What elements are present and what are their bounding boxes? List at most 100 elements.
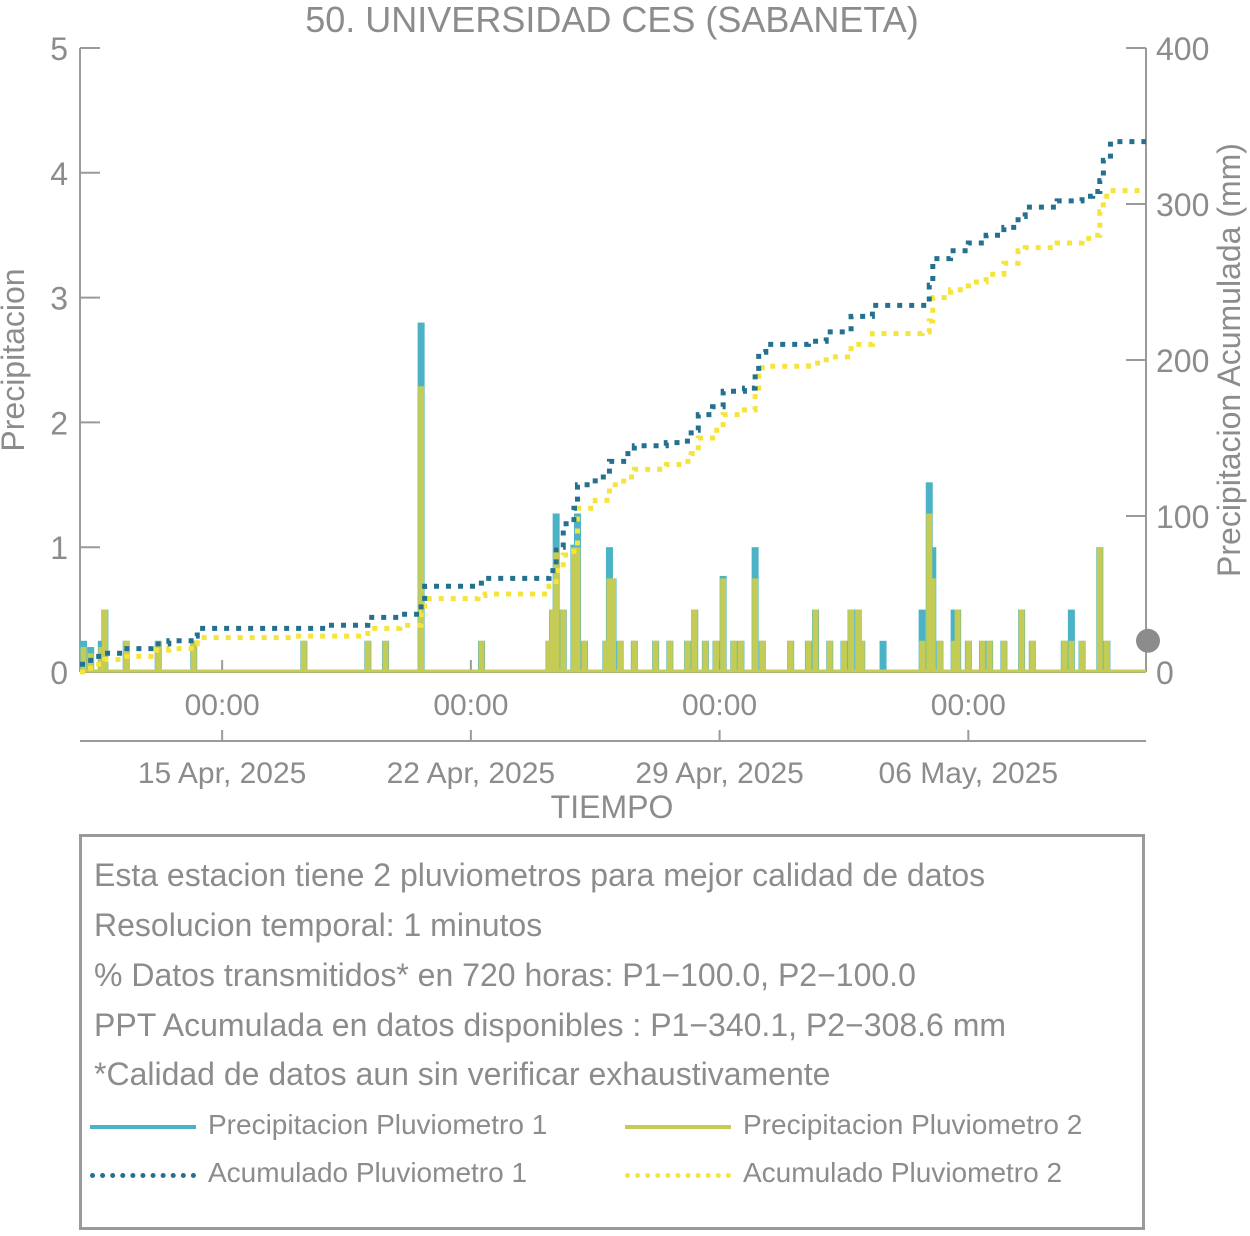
precip-bar	[848, 609, 855, 672]
precip-bar	[570, 547, 577, 672]
precip-bar	[80, 647, 87, 672]
precip-bar	[965, 640, 972, 672]
legend-label: Acumulado Pluviometro 2	[743, 1157, 1063, 1188]
cumulative-lines	[80, 139, 1160, 675]
precip-bar	[418, 386, 425, 672]
legend-label: Precipitacion Pluviometro 1	[208, 1109, 548, 1140]
legend-swatch	[625, 1125, 731, 1129]
x-tick-time-label: 00:00	[185, 689, 260, 722]
precip-bar	[720, 578, 727, 672]
x-axis-label: TIEMPO	[551, 789, 674, 825]
precip-bar	[382, 640, 389, 672]
precip-bar	[546, 640, 553, 672]
y-left-tick-label: 0	[50, 655, 68, 691]
precip-bar	[684, 640, 691, 672]
x-tick-date-label: 22 Apr, 2025	[387, 757, 556, 790]
precip-bar	[560, 609, 567, 672]
legend-swatch	[625, 1173, 731, 1178]
precip-bar	[879, 640, 887, 672]
precip-bar	[1079, 640, 1086, 672]
precip-bar	[602, 640, 609, 672]
x-tick-time-label: 00:00	[931, 689, 1006, 722]
precip-bar	[610, 578, 616, 672]
precip-bar	[926, 513, 933, 672]
y-left-tick-label: 1	[50, 530, 68, 566]
precip-bar	[155, 640, 162, 672]
y-right-tick-label: 300	[1156, 187, 1209, 223]
precip-bar	[919, 640, 926, 672]
precip-bar	[101, 609, 108, 672]
precip-bar	[713, 640, 720, 672]
y-right-tick-label: 200	[1156, 343, 1209, 379]
precip-bar	[826, 640, 833, 672]
precip-bar	[1018, 609, 1025, 672]
y-axis-left-label: Precipitacion	[0, 268, 31, 451]
precip-bar	[840, 640, 847, 672]
precip-bar	[936, 640, 943, 672]
precip-bar	[652, 640, 659, 672]
cumulative-line-pluviometro-2	[80, 188, 1146, 675]
precip-bar	[478, 640, 485, 672]
end-marker-dot	[1136, 628, 1160, 653]
precip-bar	[666, 640, 673, 672]
precip-bar	[759, 640, 766, 672]
precip-bar	[929, 578, 936, 672]
chart-title: 50. UNIVERSIDAD CES (SABANETA)	[305, 0, 918, 40]
precip-bar	[737, 640, 744, 672]
precip-bar	[631, 640, 638, 672]
precip-bar	[787, 640, 794, 672]
y-left-tick-label: 4	[50, 156, 68, 192]
y-left-tick-label: 2	[50, 405, 68, 441]
precip-bar	[691, 609, 698, 672]
precip-bar	[1103, 640, 1110, 672]
info-line-transmitted: % Datos transmitidos* en 720 horas: P1−1…	[94, 957, 916, 993]
precip-bar	[855, 609, 862, 672]
precip-bar	[858, 640, 865, 672]
x-tick-date-label: 29 Apr, 2025	[635, 757, 804, 790]
precip-bar	[190, 640, 197, 672]
y-right-tick-label: 0	[1156, 655, 1174, 691]
info-line-accumulated: PPT Acumulada en datos disponibles : P1−…	[94, 1007, 1006, 1043]
info-line-resolution: Resolucion temporal: 1 minutos	[94, 907, 543, 943]
precip-bar	[1096, 547, 1103, 672]
x-tick-time-label: 00:00	[433, 689, 508, 722]
precip-bar	[300, 640, 307, 672]
y-right-tick-label: 100	[1156, 499, 1209, 535]
precip-bar	[730, 640, 737, 672]
x-tick-time-label: 00:00	[682, 689, 757, 722]
info-panel: Esta estacion tiene 2 pluviometros para …	[79, 834, 1145, 1230]
precip-bar	[1061, 640, 1068, 672]
x-tick-date-label: 06 May, 2025	[879, 757, 1059, 790]
legend-swatch	[90, 1173, 196, 1178]
precip-bar	[574, 547, 581, 672]
precip-bar	[812, 609, 819, 672]
legend-label: Precipitacion Pluviometro 2	[743, 1109, 1083, 1140]
info-line-stations: Esta estacion tiene 2 pluviometros para …	[94, 857, 986, 893]
precip-bar	[752, 578, 759, 672]
precip-bar	[1029, 640, 1036, 672]
precip-bar	[553, 547, 560, 672]
precip-bar	[954, 609, 961, 672]
precip-bar	[549, 609, 556, 672]
y-left-tick-label: 5	[50, 31, 68, 67]
precip-bar	[702, 640, 709, 672]
precipitation-chart: 50. UNIVERSIDAD CES (SABANETA) 0 1 2 3 4 5 0 10…	[0, 0, 1247, 825]
legend-swatch	[90, 1125, 196, 1129]
precip-bar	[1000, 640, 1007, 672]
y-right-tick-label: 400	[1156, 31, 1209, 67]
precip-bar	[986, 640, 993, 672]
chart-axes: 0 1 2 3 4 5 0 100 200 300 400 00:00 15 Apr, 2025 00:0…	[50, 31, 1209, 790]
precip-bar	[364, 640, 371, 672]
x-tick-date-label: 15 Apr, 2025	[138, 757, 307, 790]
precip-bar	[617, 640, 624, 672]
info-line-quality-note: *Calidad de datos aun sin verificar exha…	[94, 1056, 831, 1092]
precip-bar	[951, 640, 958, 672]
y-left-tick-label: 3	[50, 281, 68, 317]
precip-bar	[606, 578, 613, 672]
precip-bar	[805, 640, 812, 672]
precip-bar	[1068, 640, 1075, 672]
y-axis-right-label: Precipitacion Acumulada (mm)	[1211, 143, 1247, 577]
precip-bar	[979, 640, 986, 672]
precip-bar	[581, 640, 588, 672]
legend-label: Acumulado Pluviometro 1	[208, 1157, 528, 1188]
